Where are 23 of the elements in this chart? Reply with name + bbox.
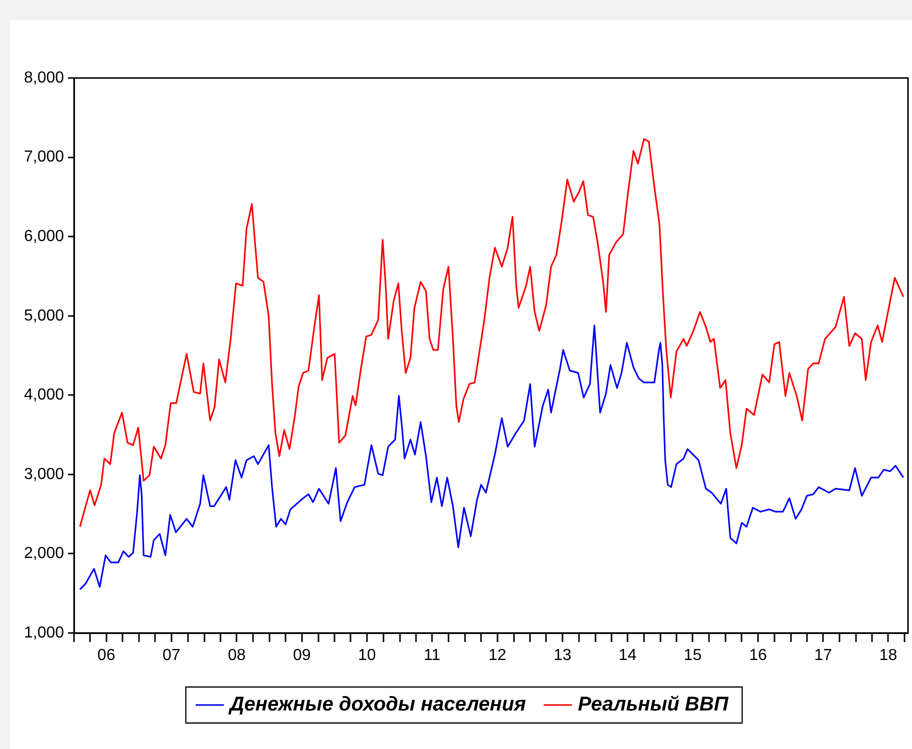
- legend-label: Денежные доходы населения: [228, 694, 526, 716]
- y-tick-label: 7,000: [24, 148, 64, 166]
- y-tick-label: 5,000: [24, 307, 64, 324]
- x-tick-label: 14: [618, 647, 637, 664]
- y-tick-label: 3,000: [24, 466, 64, 483]
- x-tick-label: 17: [814, 647, 832, 664]
- x-tick-label: 08: [228, 647, 246, 664]
- legend-label: Реальный ВВП: [578, 694, 729, 716]
- x-tick-label: 12: [488, 647, 506, 664]
- x-tick-label: 06: [97, 647, 116, 664]
- x-tick-label: 11: [424, 647, 440, 664]
- y-tick-label: 1,000: [24, 624, 64, 642]
- y-tick-label: 6,000: [24, 228, 64, 245]
- y-tick-label: 4,000: [24, 386, 64, 404]
- y-tick-label: 2,000: [24, 545, 64, 562]
- x-tick-label: 07: [162, 647, 180, 664]
- y-tick-label: 8,000: [24, 69, 64, 86]
- x-tick-label: 15: [684, 647, 702, 664]
- x-tick-label: 10: [358, 647, 376, 664]
- x-tick-label: 18: [879, 647, 898, 664]
- x-tick-label: 09: [292, 647, 311, 664]
- x-tick-label: 16: [749, 647, 767, 664]
- x-tick-label: 13: [554, 647, 572, 664]
